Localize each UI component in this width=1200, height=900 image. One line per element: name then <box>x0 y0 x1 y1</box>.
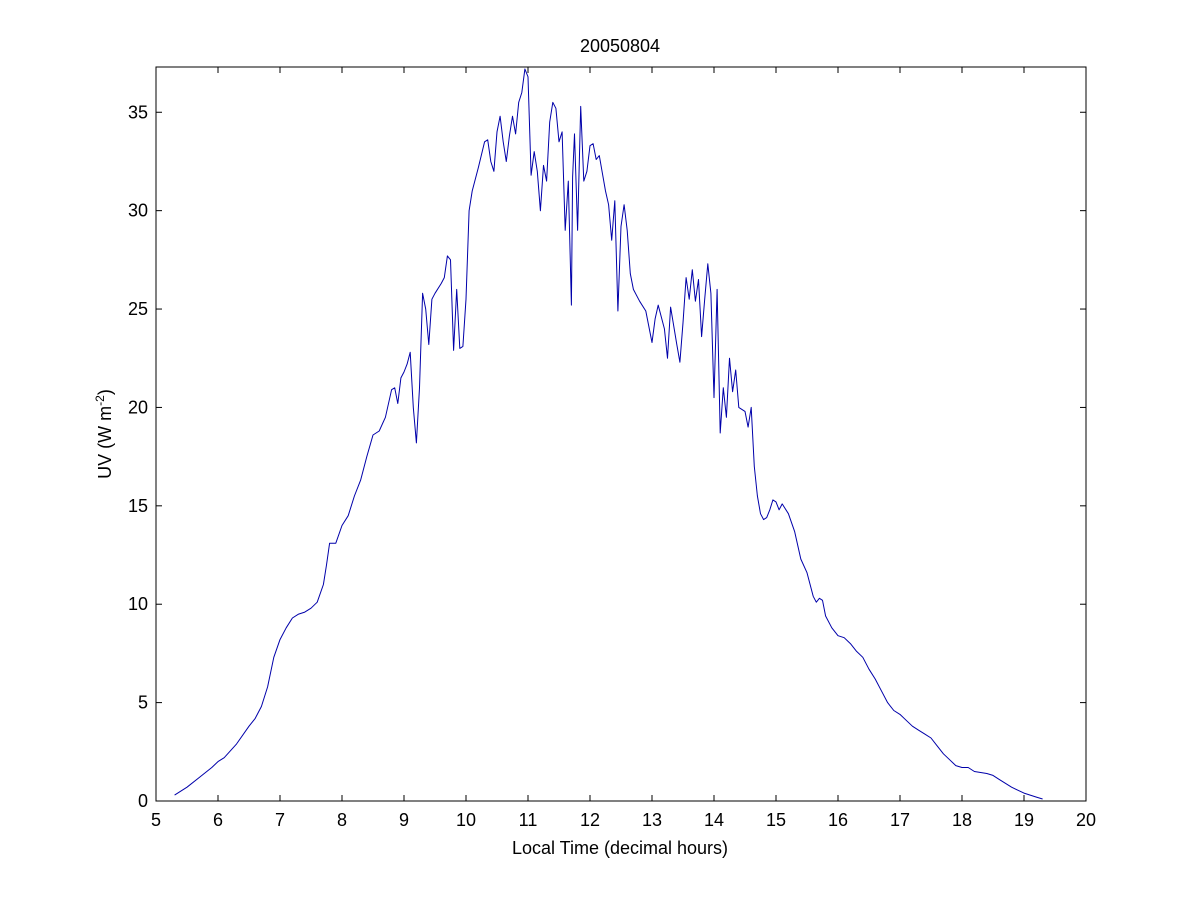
x-tick-label: 17 <box>890 810 910 830</box>
y-axis-label: UV (W m-2) <box>93 389 115 479</box>
x-tick-label: 5 <box>151 810 161 830</box>
x-tick-label: 10 <box>456 810 476 830</box>
y-tick-label: 0 <box>138 791 148 811</box>
axes-box <box>155 66 1087 802</box>
x-tick-label: 8 <box>337 810 347 830</box>
x-tick-label: 11 <box>519 810 538 830</box>
y-tick-label: 5 <box>138 693 148 713</box>
x-tick-label: 15 <box>766 810 786 830</box>
x-tick-label: 13 <box>642 810 662 830</box>
x-tick-label: 12 <box>580 810 600 830</box>
chart-title: 20050804 <box>580 36 660 56</box>
y-tick-label: 30 <box>128 201 148 221</box>
x-tick-label: 7 <box>275 810 285 830</box>
y-tick-label: 25 <box>128 299 148 319</box>
x-tick-label: 20 <box>1076 810 1096 830</box>
x-tick-label: 14 <box>704 810 724 830</box>
x-tick-label: 18 <box>952 810 972 830</box>
y-axis-label-suffix: ) <box>95 389 115 395</box>
x-tick-label: 9 <box>399 810 409 830</box>
y-tick-label: 15 <box>128 496 148 516</box>
plot-area: 5 6 7 8 9 10 11 12 13 14 15 16 17 18 19 200510152025303… <box>128 66 1096 830</box>
x-axis-label: Local Time (decimal hours) <box>512 838 728 858</box>
y-tick-label: 35 <box>128 102 148 122</box>
uv-series-line <box>174 68 1043 800</box>
x-tick-label: 6 <box>213 810 223 830</box>
y-tick-label: 10 <box>128 594 148 614</box>
x-tick-label: 19 <box>1014 810 1034 830</box>
x-tick-label: 16 <box>828 810 848 830</box>
y-axis-label-main: UV (W m <box>95 406 115 479</box>
y-tick-label: 20 <box>128 397 148 417</box>
y-axis-label-superscript: -2 <box>93 395 107 406</box>
